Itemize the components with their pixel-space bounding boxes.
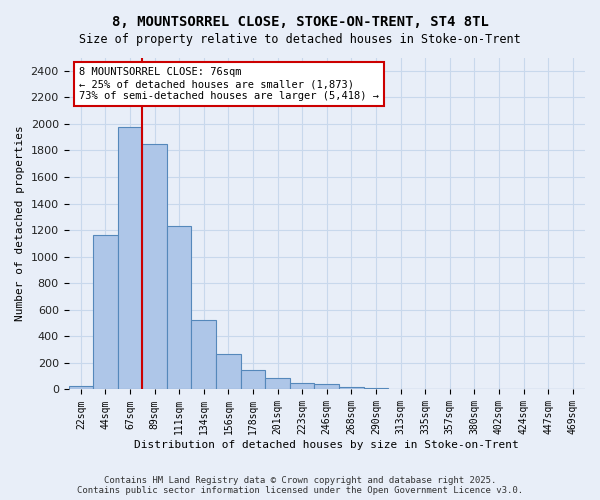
Text: 8, MOUNTSORREL CLOSE, STOKE-ON-TRENT, ST4 8TL: 8, MOUNTSORREL CLOSE, STOKE-ON-TRENT, ST… [112,15,488,29]
Bar [265,378,290,390]
Bar [118,126,142,390]
Text: 8 MOUNTSORREL CLOSE: 76sqm
← 25% of detached houses are smaller (1,873)
73% of s: 8 MOUNTSORREL CLOSE: 76sqm ← 25% of deta… [79,68,379,100]
Bar [191,320,216,390]
X-axis label: Distribution of detached houses by size in Stoke-on-Trent: Distribution of detached houses by size … [134,440,519,450]
Bar [216,354,241,390]
Y-axis label: Number of detached properties: Number of detached properties [15,126,25,322]
Bar [339,387,364,390]
Bar [388,389,413,390]
Bar [167,226,191,390]
Text: Size of property relative to detached houses in Stoke-on-Trent: Size of property relative to detached ho… [79,32,521,46]
Bar [241,370,265,390]
Bar [93,236,118,390]
Bar [142,144,167,390]
Bar [290,384,314,390]
Bar [68,386,93,390]
Bar [364,388,388,390]
Bar [314,384,339,390]
Text: Contains HM Land Registry data © Crown copyright and database right 2025.
Contai: Contains HM Land Registry data © Crown c… [77,476,523,495]
